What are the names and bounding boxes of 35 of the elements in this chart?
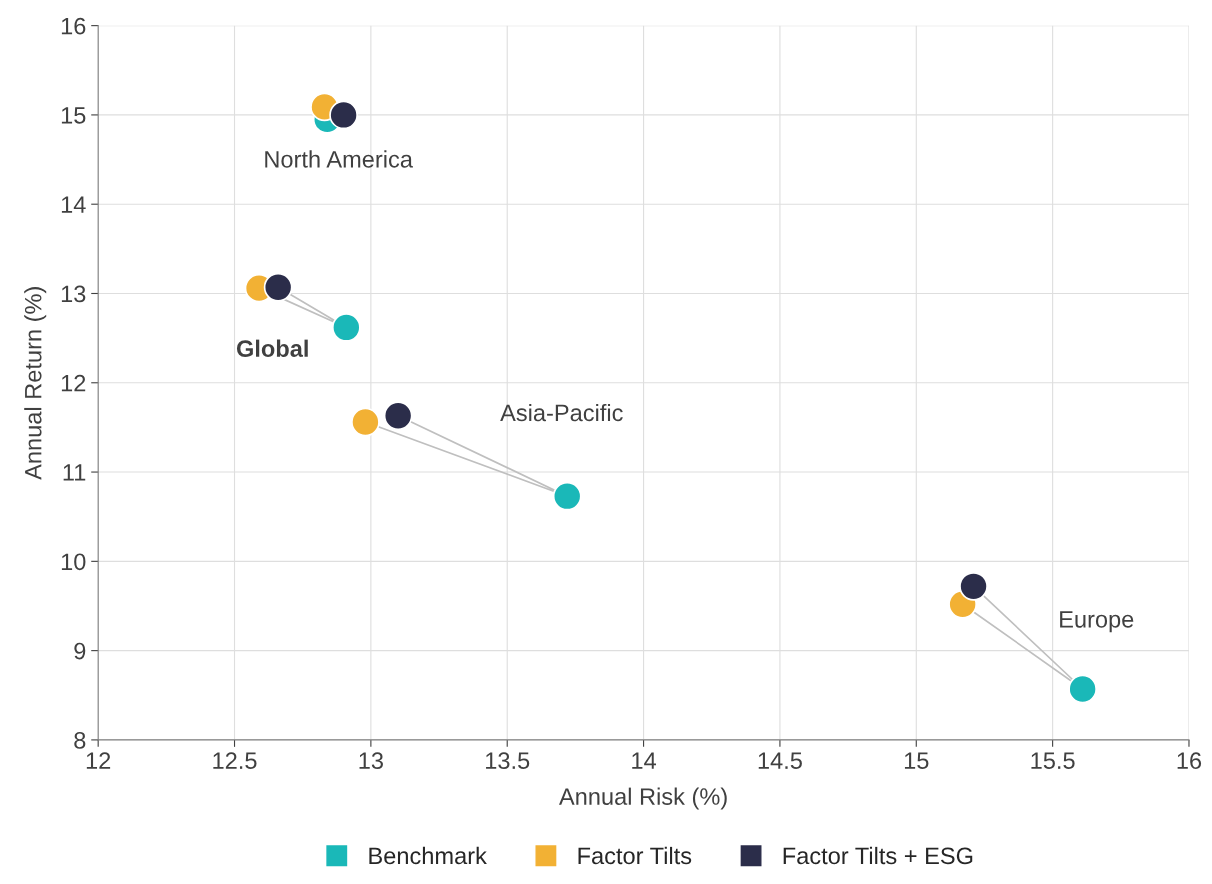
point [351,407,380,437]
y-tick-label: 10 [61,553,86,571]
y-axis-title: Annual Return (%) [24,287,47,480]
annotation: Asia-Pacific [500,403,623,422]
x-tick-label: 13 [359,752,383,770]
y-tick-label: 12 [61,374,86,392]
point [959,571,988,601]
y-tick-label: 8 [74,731,86,749]
x-tick-label: 12 [86,752,111,769]
x-tick-label: 16 [1177,752,1202,770]
x-tick-label: 14 [632,752,657,769]
point [383,401,413,431]
legend-label: Factor Tilts + ESG [783,846,973,865]
x-tick-label: 15 [904,752,929,770]
x-tick-label: 13.5 [486,752,530,770]
legend-label: Benchmark [369,846,487,865]
point [552,481,582,511]
annotation: Europe [1060,611,1134,633]
point [329,100,358,130]
y-tick-label: 9 [74,642,86,660]
annotation: North America [265,150,413,168]
point [1068,674,1097,704]
y-tick-label: 15 [61,107,86,124]
point [331,313,361,342]
y-tick-label: 13 [61,285,86,303]
x-tick-label: 14.5 [758,752,802,770]
y-tick-label: 11 [63,464,86,481]
annotation: Global [236,339,308,357]
x-tick-label: 12.5 [213,752,257,770]
x-tick-label: 15.5 [1031,752,1075,770]
point [263,272,293,302]
legend-label: Factor Tilts [578,846,692,865]
y-tick-label: 16 [61,17,86,35]
x-axis-title: Annual Risk (%) [558,787,727,810]
y-tick-label: 14 [61,196,86,213]
